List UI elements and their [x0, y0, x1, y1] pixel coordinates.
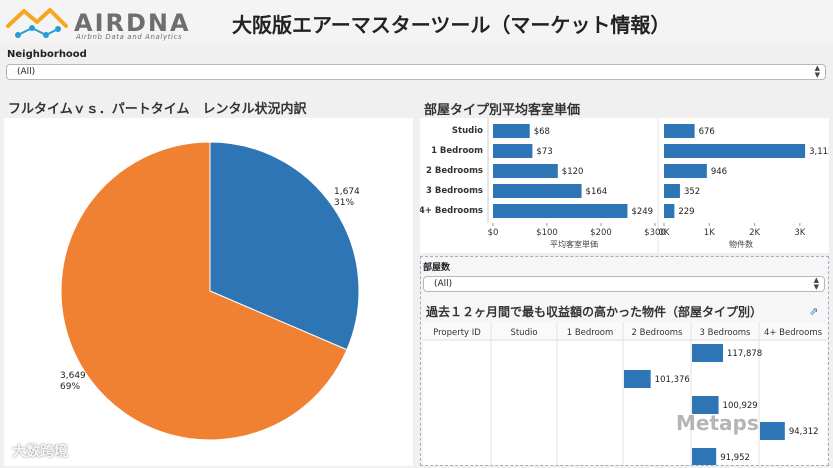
- logo-wordmark: AIRDNA: [74, 9, 191, 37]
- pie-slice-1: [60, 141, 348, 441]
- page-title: 大阪版エアーマスターツール（マーケット情報）: [232, 13, 671, 37]
- top-properties-title: 過去１２ヶ月間で最も収益額の高かった物件（部屋タイプ別）: [426, 305, 763, 319]
- top-properties-grid: Property ID Studio 1 Bedroom 2 Bedrooms 3 Be…: [423, 322, 827, 466]
- count-value-label: 676: [699, 127, 715, 137]
- price-tick-label: $300: [644, 228, 666, 238]
- select-arrows-icon: ▲ ▼: [813, 276, 819, 291]
- count-value-label: 3,115: [809, 147, 829, 157]
- table-column-header: Studio: [510, 328, 537, 338]
- pie-chart-title: フルタイムｖｓ．パートタイム レンタル状況内訳: [8, 102, 307, 117]
- logo-tagline: Airbnb Data and Analytics: [76, 33, 183, 41]
- count-tick-label: 0K: [659, 228, 670, 238]
- count-value-label: 946: [711, 167, 727, 177]
- header-bar: AIRDNA Airbnb Data and Analytics 大阪版エアーマ…: [0, 0, 833, 44]
- price-value-label: $68: [534, 127, 550, 137]
- count-tick-label: 3K: [794, 228, 805, 238]
- table-column-header: Property ID: [433, 328, 481, 338]
- neighborhood-select-value: (All): [17, 67, 36, 77]
- neighborhood-select[interactable]: (All) ▲ ▼: [6, 64, 826, 80]
- table-column-header: 1 Bedroom: [567, 328, 614, 338]
- room-type-label: Studio: [452, 126, 483, 136]
- house-network-icon: [6, 8, 68, 38]
- airdna-logo[interactable]: AIRDNA Airbnb Data and Analytics: [4, 4, 209, 41]
- price-tick-label: $200: [590, 228, 612, 238]
- room-type-label: 1 Bedroom: [431, 146, 483, 156]
- table-revenue-bar: [692, 448, 717, 466]
- price-bar: [493, 124, 530, 138]
- top-properties-table: Property ID Studio 1 Bedroom 2 Bedrooms 3 Be…: [423, 322, 827, 466]
- pie-slice-pct-label: 31%: [334, 198, 354, 208]
- price-value-label: $73: [536, 147, 552, 157]
- room-type-label: 3 Bedrooms: [426, 186, 483, 196]
- pie-chart-panel: 1,674 31% 3,649 69%: [4, 118, 413, 466]
- pie-slice-count-label: 3,649: [60, 371, 86, 381]
- pie-slice-pct-label: 69%: [60, 382, 80, 392]
- room-type-bar-panel: Studio 1 Bedroom 2 Bedrooms 3 Bedrooms 4+ Be…: [419, 118, 833, 253]
- price-bar: [493, 144, 533, 158]
- count-tick-label: 2K: [749, 228, 760, 238]
- watermark-left: 大数跨境: [12, 444, 68, 460]
- watermark-right: Metaps: [676, 411, 759, 435]
- table-revenue-label: 91,952: [720, 453, 750, 463]
- table-revenue-label: 117,878: [727, 349, 762, 359]
- count-bar: [664, 164, 707, 178]
- room-type-label: 4+ Bedrooms: [420, 206, 483, 216]
- price-tick-label: $100: [536, 228, 558, 238]
- pie-slice-0: [209, 141, 360, 351]
- table-column-header: 4+ Bedrooms: [764, 328, 823, 338]
- price-value-label: $164: [586, 187, 608, 197]
- count-axis-title: 物件数: [729, 239, 753, 249]
- rooms-select-value: (All): [434, 279, 453, 289]
- price-bar: [493, 184, 582, 198]
- table-revenue-bar: [624, 370, 651, 388]
- price-bar: [493, 164, 558, 178]
- table-revenue-bar: [692, 396, 719, 414]
- count-value-label: 229: [678, 207, 694, 217]
- price-tick-label: $0: [488, 228, 499, 238]
- count-tick-label: 1K: [704, 228, 715, 238]
- room-type-bar-charts: Studio 1 Bedroom 2 Bedrooms 3 Bedrooms 4+ Be…: [419, 118, 833, 253]
- table-column-header: 2 Bedrooms: [632, 328, 684, 338]
- table-header-row: [423, 322, 827, 340]
- count-bar: [664, 184, 680, 198]
- count-value-label: 352: [684, 187, 700, 197]
- room-type-label: 2 Bedrooms: [426, 166, 483, 176]
- table-revenue-label: 100,929: [723, 401, 758, 411]
- table-revenue-bar: [760, 422, 785, 440]
- price-bar: [493, 204, 628, 218]
- pie-slice-count-label: 1,674: [334, 187, 360, 197]
- price-value-label: $120: [562, 167, 584, 177]
- count-bar: [664, 124, 695, 138]
- table-revenue-bar: [692, 344, 724, 362]
- table-revenue-label: 94,312: [789, 427, 819, 437]
- table-revenue-label: 101,376: [655, 375, 690, 385]
- external-link-icon[interactable]: ⇗: [809, 305, 819, 318]
- price-value-label: $249: [631, 207, 653, 217]
- count-bar: [664, 144, 806, 158]
- bar-chart-title: 部屋タイプ別平均客室単価: [424, 103, 581, 118]
- rooms-select[interactable]: (All) ▲ ▼: [423, 276, 825, 292]
- select-arrows-icon: ▲ ▼: [814, 64, 820, 79]
- table-column-header: 3 Bedrooms: [700, 328, 752, 338]
- neighborhood-label: Neighborhood: [7, 49, 87, 60]
- rooms-label: 部屋数: [423, 263, 451, 273]
- price-axis-title: 平均客室単価: [550, 239, 598, 249]
- count-bar: [664, 204, 675, 218]
